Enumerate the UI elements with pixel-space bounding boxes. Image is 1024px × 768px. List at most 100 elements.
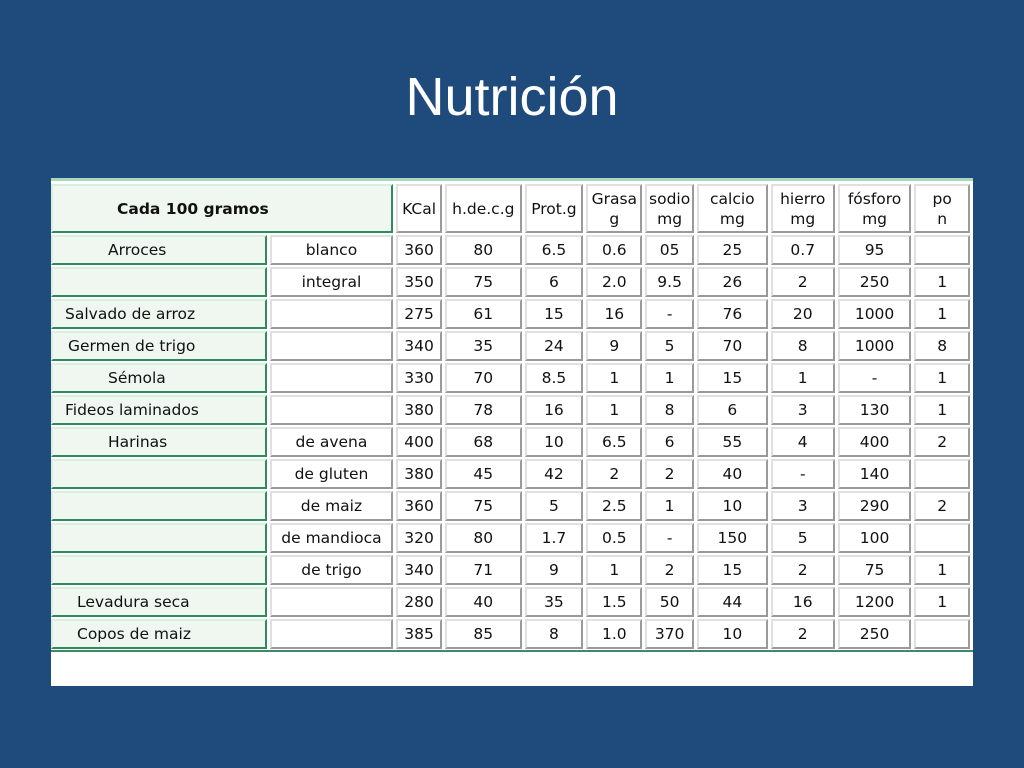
value-cell: 68 (445, 427, 522, 457)
value-cell: 350 (396, 267, 443, 297)
header-row: Cada 100 gramos KCal h.de.c.g Prot.g Grasa g s… (51, 184, 970, 233)
value-cell: 1 (914, 363, 970, 393)
food-group-cell: Arroces (51, 235, 267, 265)
food-variant-cell: de gluten (269, 459, 394, 489)
value-cell: 95 (837, 235, 912, 265)
value-cell: 8 (770, 331, 835, 361)
value-cell: 85 (445, 619, 522, 649)
value-cell: - (770, 459, 835, 489)
value-cell: 05 (645, 235, 694, 265)
value-cell: - (645, 523, 694, 553)
value-cell: 6 (524, 267, 584, 297)
value-cell: 75 (837, 555, 912, 585)
value-cell: 9 (524, 555, 584, 585)
table-row: integral 350 75 6 2.0 9.5 26 2 250 1 (51, 267, 970, 297)
value-cell: 250 (837, 619, 912, 649)
food-group-cell (51, 523, 267, 553)
value-cell: 5 (770, 523, 835, 553)
column-header: fósforo mg (837, 184, 912, 233)
value-cell: 1000 (837, 299, 912, 329)
value-cell: 280 (396, 587, 443, 617)
value-cell: 140 (837, 459, 912, 489)
value-cell: 0.7 (770, 235, 835, 265)
value-cell: 2.5 (586, 491, 643, 521)
nutrition-table: Cada 100 gramos KCal h.de.c.g Prot.g Grasa g s… (51, 182, 973, 651)
value-cell: 25 (696, 235, 768, 265)
column-header-name: sodio (649, 189, 691, 208)
value-cell: - (645, 299, 694, 329)
food-variant-cell: blanco (269, 235, 394, 265)
value-cell: 24 (524, 331, 584, 361)
value-cell: 6.5 (586, 427, 643, 457)
value-cell: 150 (696, 523, 768, 553)
value-cell: 15 (696, 363, 768, 393)
value-cell: 2 (914, 427, 970, 457)
food-variant-cell: de avena (269, 427, 394, 457)
food-group-cell (51, 267, 267, 297)
value-cell: 1 (586, 555, 643, 585)
value-cell: 380 (396, 459, 443, 489)
value-cell: 2 (645, 459, 694, 489)
value-cell: 290 (837, 491, 912, 521)
value-cell: 16 (770, 587, 835, 617)
column-header-unit: mg (657, 209, 683, 228)
table-bottom-rule (51, 650, 973, 652)
table-row: Arroces blanco 360 80 6.5 0.6 05 25 0.7 95 (51, 235, 970, 265)
food-variant-cell: de trigo (269, 555, 394, 585)
value-cell: 320 (396, 523, 443, 553)
column-header-unit: mg (862, 209, 888, 228)
value-cell: 1 (645, 363, 694, 393)
value-cell: 130 (837, 395, 912, 425)
value-cell: 40 (696, 459, 768, 489)
slide-title: Nutrición (405, 67, 619, 127)
value-cell: 250 (837, 267, 912, 297)
column-header-name: KCal (402, 199, 437, 218)
value-cell: 9.5 (645, 267, 694, 297)
value-cell: 8.5 (524, 363, 584, 393)
value-cell: 80 (445, 523, 522, 553)
food-variant-cell (269, 395, 394, 425)
value-cell: 15 (524, 299, 584, 329)
value-cell: 70 (445, 363, 522, 393)
value-cell: 360 (396, 235, 443, 265)
value-cell: 2 (770, 267, 835, 297)
value-cell: 5 (645, 331, 694, 361)
food-variant-cell: de mandioca (269, 523, 394, 553)
value-cell: 2 (770, 555, 835, 585)
column-header-name: h.de.c.g (452, 199, 515, 218)
value-cell: 370 (645, 619, 694, 649)
value-cell: 0.5 (586, 523, 643, 553)
value-cell: 2 (914, 491, 970, 521)
value-cell (914, 619, 970, 649)
value-cell: 75 (445, 267, 522, 297)
value-cell: 275 (396, 299, 443, 329)
value-cell: 340 (396, 555, 443, 585)
value-cell: 340 (396, 331, 443, 361)
value-cell: 26 (696, 267, 768, 297)
value-cell: 61 (445, 299, 522, 329)
value-cell: 1.7 (524, 523, 584, 553)
value-cell: 1 (770, 363, 835, 393)
value-cell: 1 (914, 299, 970, 329)
value-cell: 8 (645, 395, 694, 425)
food-variant-cell (269, 331, 394, 361)
value-cell: 1000 (837, 331, 912, 361)
column-header: KCal (396, 184, 443, 233)
food-group-cell: Copos de maiz (51, 619, 267, 649)
food-variant-cell: integral (269, 267, 394, 297)
value-cell: 75 (445, 491, 522, 521)
food-variant-cell (269, 299, 394, 329)
value-cell: 1 (645, 491, 694, 521)
value-cell: 1 (914, 267, 970, 297)
value-cell: 2 (645, 555, 694, 585)
value-cell: 76 (696, 299, 768, 329)
value-cell: 6 (645, 427, 694, 457)
nutrition-table-panel: Cada 100 gramos KCal h.de.c.g Prot.g Grasa g s… (51, 178, 973, 686)
value-cell: 2 (770, 619, 835, 649)
value-cell: 50 (645, 587, 694, 617)
column-header: Grasa g (586, 184, 643, 233)
food-group-cell: Levadura seca (51, 587, 267, 617)
value-cell: 35 (524, 587, 584, 617)
value-cell: 10 (524, 427, 584, 457)
food-variant-cell (269, 363, 394, 393)
